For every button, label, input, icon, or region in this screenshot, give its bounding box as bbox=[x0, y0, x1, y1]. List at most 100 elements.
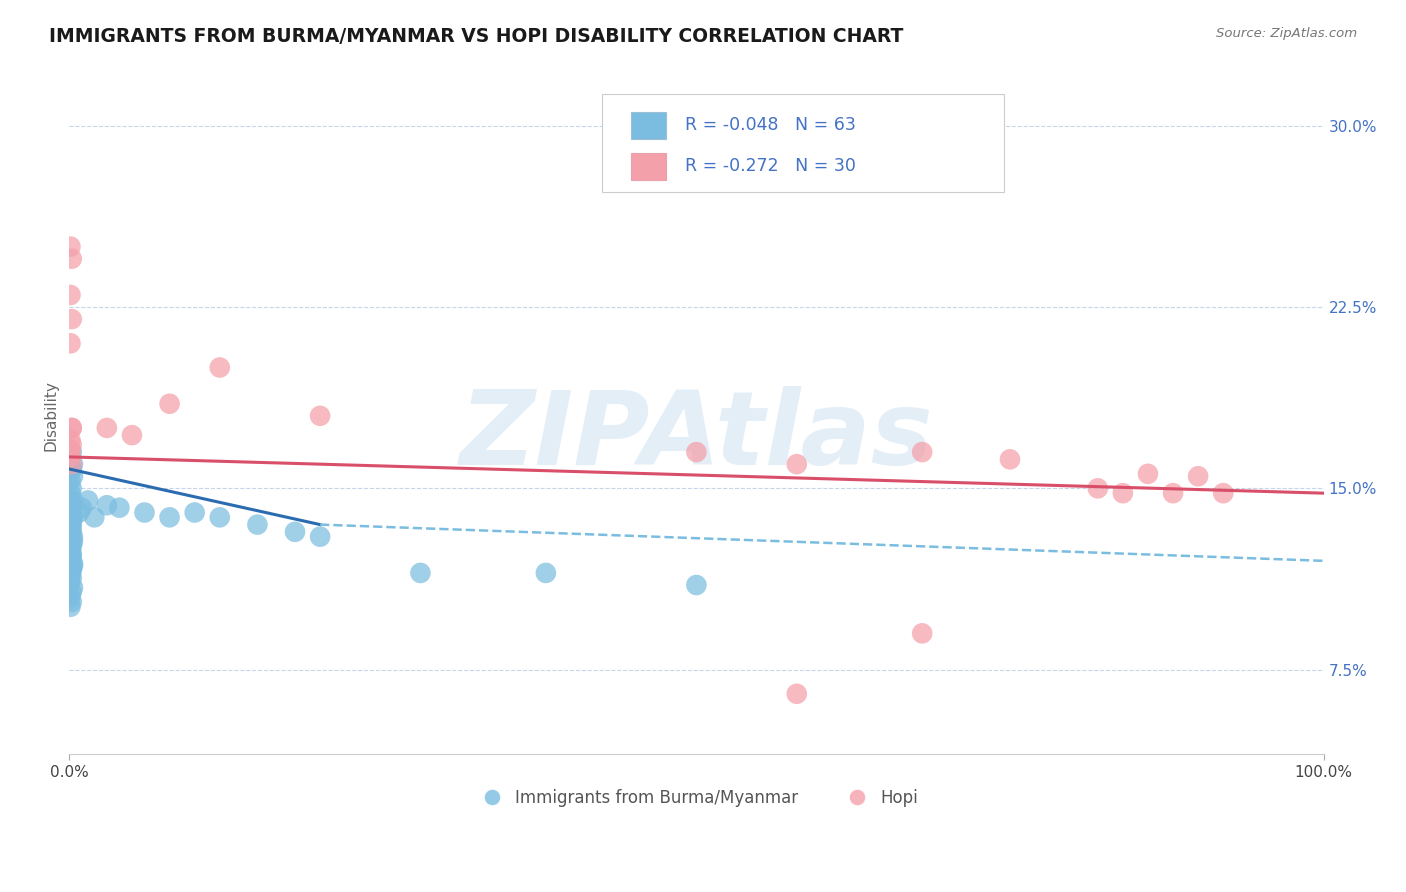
Y-axis label: Disability: Disability bbox=[44, 380, 58, 451]
Point bbox=[60, 252, 83, 266]
Point bbox=[70, 500, 93, 515]
Point bbox=[62, 581, 84, 595]
Point bbox=[685, 578, 707, 592]
Point bbox=[59, 520, 82, 534]
Point bbox=[60, 549, 83, 563]
Bar bbox=[631, 112, 666, 139]
Point bbox=[60, 481, 83, 495]
Point bbox=[183, 506, 205, 520]
Point bbox=[59, 493, 82, 508]
Point bbox=[62, 534, 84, 549]
Point bbox=[62, 530, 84, 544]
Point bbox=[62, 510, 84, 524]
Point bbox=[77, 493, 100, 508]
Point bbox=[60, 524, 83, 539]
Text: IMMIGRANTS FROM BURMA/MYANMAR VS HOPI DISABILITY CORRELATION CHART: IMMIGRANTS FROM BURMA/MYANMAR VS HOPI DI… bbox=[49, 27, 904, 45]
Point bbox=[786, 457, 808, 471]
Point bbox=[60, 571, 83, 585]
Point bbox=[60, 520, 83, 534]
Point bbox=[59, 433, 82, 447]
Point bbox=[59, 506, 82, 520]
Point bbox=[159, 510, 181, 524]
Text: R = -0.048   N = 63: R = -0.048 N = 63 bbox=[685, 116, 856, 135]
Point bbox=[60, 438, 83, 452]
Point bbox=[121, 428, 143, 442]
Point bbox=[62, 556, 84, 570]
Text: ZIPAtlas: ZIPAtlas bbox=[460, 385, 934, 487]
Point bbox=[246, 517, 269, 532]
Point bbox=[284, 524, 307, 539]
Point bbox=[62, 493, 84, 508]
Point bbox=[60, 421, 83, 435]
Point bbox=[59, 568, 82, 582]
Point bbox=[60, 462, 83, 476]
Point bbox=[59, 541, 82, 556]
Point bbox=[60, 561, 83, 575]
Point bbox=[59, 515, 82, 529]
Point bbox=[62, 558, 84, 573]
Point bbox=[59, 486, 82, 500]
Point bbox=[60, 595, 83, 609]
Point bbox=[62, 457, 84, 471]
Point bbox=[60, 457, 83, 471]
Point bbox=[786, 687, 808, 701]
Point bbox=[60, 539, 83, 553]
Point bbox=[108, 500, 131, 515]
Point bbox=[60, 510, 83, 524]
Point bbox=[60, 462, 83, 476]
Point bbox=[1136, 467, 1159, 481]
Point bbox=[60, 534, 83, 549]
Point bbox=[1112, 486, 1135, 500]
Point bbox=[911, 445, 934, 459]
Point bbox=[59, 239, 82, 253]
Point bbox=[96, 498, 118, 512]
Point bbox=[534, 566, 557, 580]
Point bbox=[159, 397, 181, 411]
Point bbox=[59, 544, 82, 558]
Point bbox=[59, 524, 82, 539]
Point bbox=[59, 442, 82, 457]
Point bbox=[59, 566, 82, 580]
Point bbox=[59, 590, 82, 604]
Point bbox=[208, 360, 231, 375]
Point bbox=[59, 450, 82, 464]
Point bbox=[685, 445, 707, 459]
Point bbox=[59, 336, 82, 351]
Point bbox=[1161, 486, 1184, 500]
FancyBboxPatch shape bbox=[602, 95, 1004, 193]
Point bbox=[60, 547, 83, 561]
Point bbox=[59, 575, 82, 590]
Point bbox=[59, 530, 82, 544]
Point bbox=[59, 474, 82, 488]
Point bbox=[60, 585, 83, 599]
Text: R = -0.272   N = 30: R = -0.272 N = 30 bbox=[685, 157, 856, 176]
Point bbox=[60, 564, 83, 578]
Point bbox=[59, 506, 82, 520]
Point bbox=[208, 510, 231, 524]
Point bbox=[60, 445, 83, 459]
Point bbox=[59, 551, 82, 566]
Point bbox=[1212, 486, 1234, 500]
Bar bbox=[631, 153, 666, 180]
Point bbox=[59, 554, 82, 568]
Point bbox=[67, 506, 90, 520]
Point bbox=[1087, 481, 1109, 495]
Point bbox=[62, 469, 84, 483]
Point bbox=[309, 530, 332, 544]
Point bbox=[134, 506, 156, 520]
Point bbox=[309, 409, 332, 423]
Text: Source: ZipAtlas.com: Source: ZipAtlas.com bbox=[1216, 27, 1357, 40]
Point bbox=[60, 421, 83, 435]
Point bbox=[59, 450, 82, 464]
Point bbox=[60, 498, 83, 512]
Point bbox=[60, 498, 83, 512]
Point bbox=[911, 626, 934, 640]
Point bbox=[1187, 469, 1209, 483]
Point bbox=[59, 288, 82, 302]
Point bbox=[83, 510, 105, 524]
Point bbox=[60, 312, 83, 326]
Point bbox=[59, 599, 82, 614]
Point bbox=[96, 421, 118, 435]
Point bbox=[409, 566, 432, 580]
Legend: Immigrants from Burma/Myanmar, Hopi: Immigrants from Burma/Myanmar, Hopi bbox=[468, 782, 924, 814]
